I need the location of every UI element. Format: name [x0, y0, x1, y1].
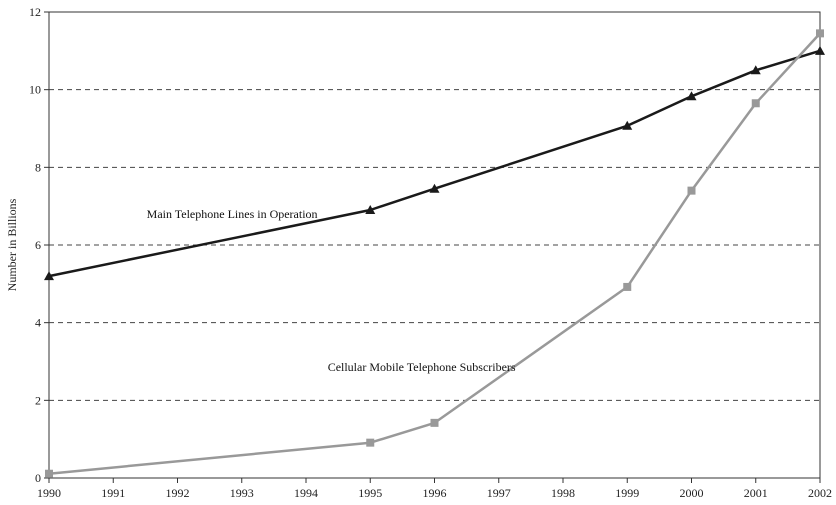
y-tick-label-12: 12 [29, 5, 41, 19]
triangle-marker-2000 [686, 91, 697, 101]
x-tick-label-1990: 1990 [37, 486, 61, 500]
y-tick-label-2: 2 [35, 393, 41, 407]
x-tick-label-1992: 1992 [166, 486, 190, 500]
x-tick-label-1995: 1995 [358, 486, 382, 500]
series-annotation-0: Main Telephone Lines in Operation [147, 207, 318, 221]
y-tick-label-0: 0 [35, 471, 41, 485]
x-tick-label-2002: 2002 [808, 486, 832, 500]
annotations: Main Telephone Lines in Operation Cellula… [147, 207, 516, 374]
series-annotation-1: Cellular Mobile Telephone Subscribers [328, 360, 516, 374]
square-marker-2002 [816, 29, 824, 38]
square-marker-2001 [751, 99, 760, 108]
x-tick-label-2000: 2000 [680, 486, 704, 500]
square-marker-2000 [687, 186, 696, 195]
triangle-marker-1999 [622, 120, 633, 130]
y-tick-label-10: 10 [29, 83, 41, 97]
triangle-marker-1990 [44, 271, 54, 281]
square-marker-1999 [623, 282, 632, 291]
y-tick-label-6: 6 [35, 238, 41, 252]
square-marker-1996 [430, 418, 439, 427]
square-marker-1990 [45, 469, 53, 478]
x-tick-label-1996: 1996 [423, 486, 447, 500]
x-tick-label-1999: 1999 [615, 486, 639, 500]
y-tick-label-8: 8 [35, 160, 41, 174]
triangle-marker-1995 [365, 205, 376, 215]
x-tick-label-1993: 1993 [230, 486, 254, 500]
triangle-marker-2001 [750, 65, 761, 75]
series-line-0 [48, 49, 821, 278]
gridlines [49, 89, 820, 401]
x-tick-label-1997: 1997 [487, 486, 511, 500]
axes: 0 2 4 6 8 10 12 1990 1991 1992 1993 1994 1995 1996 199… [29, 5, 832, 500]
y-tick-label-4: 4 [35, 316, 41, 330]
x-tick-label-2001: 2001 [744, 486, 768, 500]
x-tick-label-1991: 1991 [101, 486, 125, 500]
series [44, 29, 825, 478]
triangle-marker-1996 [429, 183, 440, 193]
square-marker-1995 [366, 438, 375, 447]
plot-frame [48, 11, 821, 479]
x-tick-label-1994: 1994 [294, 486, 318, 500]
x-tick-label-1998: 1998 [551, 486, 575, 500]
y-axis-title: Number in Billions [5, 198, 19, 291]
triangle-marker-2002 [815, 45, 825, 55]
